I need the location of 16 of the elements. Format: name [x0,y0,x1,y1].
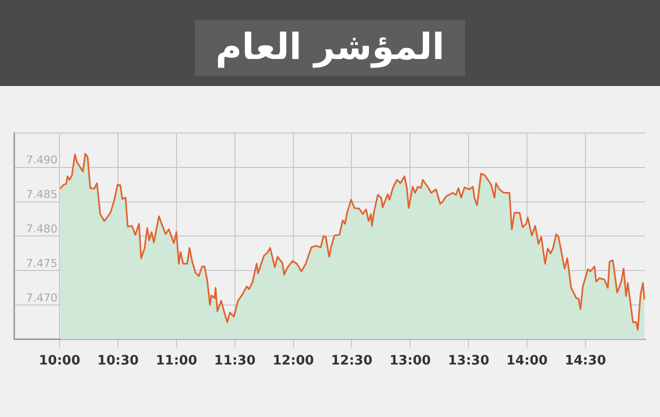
x-tick-label: 12:00 [272,354,314,369]
x-tick-label: 12:30 [331,354,372,369]
x-tick-label: 10:30 [97,354,139,369]
x-tick-label: 13:30 [448,354,490,369]
y-tick-label: 7.480 [26,222,58,236]
x-tick-label: 10:00 [38,354,80,369]
y-tick-label: 7.475 [26,256,58,270]
chart-title: المؤشر العام [195,20,465,76]
y-tick-label: 7.490 [26,154,58,167]
x-tick-label: 11:30 [214,354,256,369]
x-tick-label: 11:00 [156,354,198,369]
y-tick-label: 7.470 [26,291,58,304]
x-tick-label: 14:30 [564,354,606,369]
x-tick-label: 13:00 [389,354,431,369]
y-tick-label: 7.485 [26,188,58,202]
x-tick-label: 14:00 [506,354,548,369]
